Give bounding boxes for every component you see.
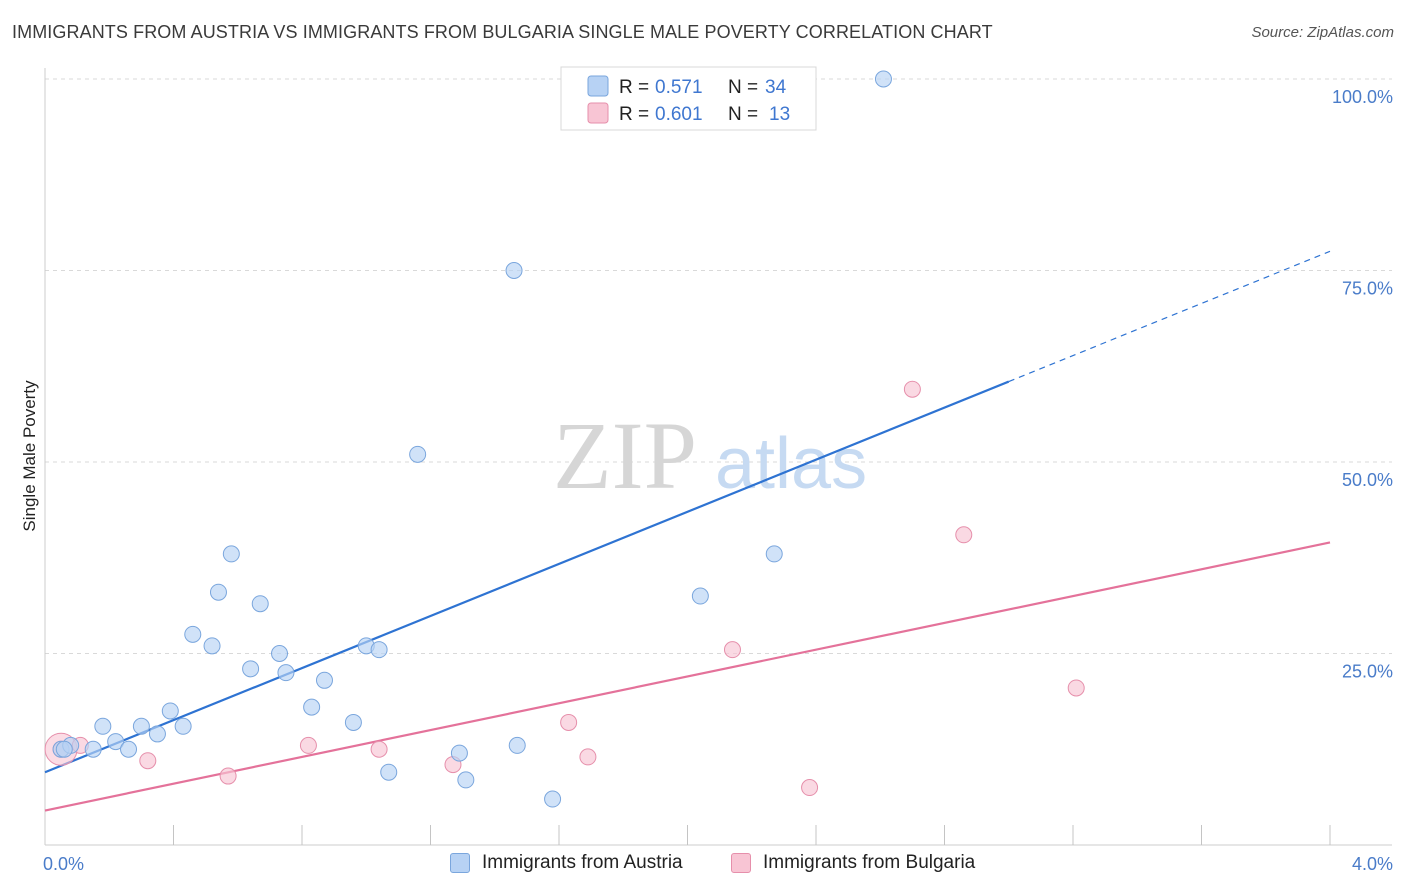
point-austria-15 [251, 595, 269, 613]
legend-r-label-austria: R = [619, 77, 649, 98]
legend-item-austria[interactable]: Immigrants from Austria [450, 852, 683, 874]
stats-legend: R = 0.571 N = 34 R = 0.601 N = 13 [560, 66, 817, 131]
legend-item-bulgaria[interactable]: Immigrants from Bulgaria [731, 852, 975, 874]
point-austria-17 [277, 664, 295, 682]
point-austria-3 [94, 717, 112, 735]
y-tick-label-50: 50.0% [1342, 470, 1393, 490]
point-austria-2 [84, 740, 102, 758]
point-austria-6 [132, 717, 150, 735]
point-austria-4 [107, 733, 125, 751]
legend-n-label-austria: N = [728, 77, 758, 98]
legend-label-austria: Immigrants from Austria [482, 852, 683, 873]
point-austria-27 [505, 262, 523, 279]
point-austria-9 [174, 717, 192, 735]
tick-labels: 25.0% 50.0% 75.0% 100.0% 0.0% 4.0% [43, 87, 1393, 874]
point-bulgaria-3 [219, 767, 237, 785]
point-bulgaria-9 [723, 641, 741, 659]
point-bulgaria-13 [1067, 679, 1085, 697]
point-austria-26 [457, 771, 475, 789]
legend-swatch-bulgaria [587, 102, 609, 124]
point-bulgaria-2 [139, 752, 157, 770]
point-austria-33 [55, 740, 73, 758]
point-austria-5 [120, 740, 138, 758]
trend-line-austria-extension [1008, 250, 1331, 383]
data-points [44, 70, 1085, 808]
legend-n-value-austria: 34 [765, 77, 787, 98]
axes [44, 68, 1392, 846]
point-austria-32 [874, 70, 892, 88]
point-austria-30 [691, 587, 709, 605]
point-bulgaria-4 [299, 736, 317, 754]
point-austria-24 [409, 445, 427, 463]
point-austria-18 [303, 698, 321, 716]
point-austria-11 [203, 637, 221, 655]
point-austria-20 [344, 713, 362, 731]
watermark-zip: ZIP [553, 402, 697, 509]
legend-swatch-austria [587, 75, 609, 97]
legend-r-label-bulgaria: R = [619, 104, 649, 125]
point-bulgaria-12 [955, 526, 973, 544]
grid-lines [45, 78, 1392, 654]
point-austria-29 [544, 790, 562, 808]
legend-swatch-austria-bottom [450, 853, 470, 873]
y-tick-label-75: 75.0% [1342, 279, 1393, 299]
trend-lines [44, 250, 1331, 812]
series-legend: Immigrants from Austria Immigrants from … [0, 850, 1406, 880]
point-austria-23 [380, 763, 398, 781]
point-austria-31 [765, 545, 783, 563]
point-austria-28 [508, 736, 526, 754]
point-bulgaria-11 [903, 380, 921, 398]
point-austria-14 [242, 660, 260, 678]
point-austria-19 [315, 671, 333, 689]
chart-title: IMMIGRANTS FROM AUSTRIA VS IMMIGRANTS FR… [12, 22, 993, 42]
legend-r-value-austria: 0.571 [655, 77, 703, 98]
point-austria-16 [271, 645, 289, 662]
point-austria-8 [161, 702, 179, 720]
legend-r-value-bulgaria: 0.601 [655, 104, 703, 125]
legend-n-value-bulgaria: 13 [769, 104, 790, 125]
point-austria-12 [209, 583, 227, 601]
y-tick-label-100: 100.0% [1332, 87, 1393, 107]
y-axis-title: Single Male Poverty [20, 380, 39, 532]
point-bulgaria-5 [370, 740, 388, 758]
point-austria-22 [370, 641, 388, 659]
legend-swatch-bulgaria-bottom [731, 853, 751, 873]
y-tick-label-25: 25.0% [1342, 662, 1393, 682]
x-tick-label-min: 0.0% [43, 854, 84, 874]
point-austria-13 [222, 545, 240, 563]
point-bulgaria-10 [801, 779, 819, 797]
trend-line-bulgaria [44, 541, 1331, 812]
source-credit: Source: ZipAtlas.com [1251, 24, 1394, 41]
trend-line-austria [44, 380, 1010, 774]
point-austria-7 [148, 725, 166, 743]
legend-label-bulgaria: Immigrants from Bulgaria [763, 852, 976, 873]
legend-n-label-bulgaria: N = [728, 104, 758, 125]
x-tick-label-max: 4.0% [1352, 854, 1393, 874]
point-austria-25 [450, 744, 468, 762]
point-bulgaria-8 [579, 748, 597, 766]
point-austria-10 [184, 625, 202, 643]
point-bulgaria-7 [560, 713, 578, 731]
watermark: ZIP atlas [553, 402, 867, 509]
